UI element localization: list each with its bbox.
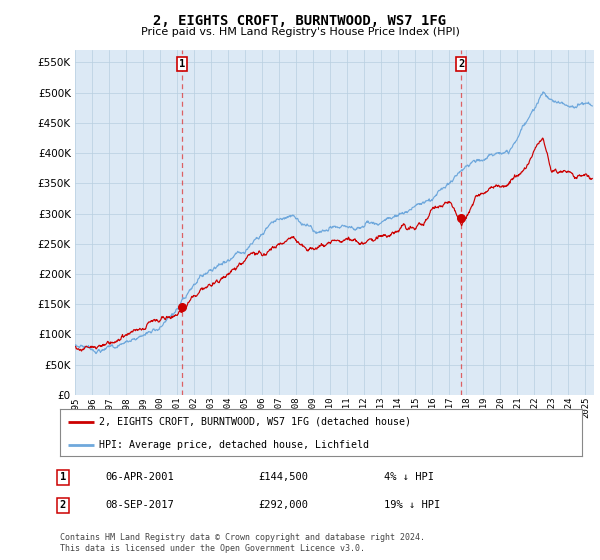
Text: HPI: Average price, detached house, Lichfield: HPI: Average price, detached house, Lich… bbox=[99, 440, 369, 450]
Text: 2, EIGHTS CROFT, BURNTWOOD, WS7 1FG: 2, EIGHTS CROFT, BURNTWOOD, WS7 1FG bbox=[154, 14, 446, 28]
Text: 2: 2 bbox=[60, 500, 66, 510]
Text: 4% ↓ HPI: 4% ↓ HPI bbox=[384, 472, 434, 482]
Text: Price paid vs. HM Land Registry's House Price Index (HPI): Price paid vs. HM Land Registry's House … bbox=[140, 27, 460, 37]
Text: Contains HM Land Registry data © Crown copyright and database right 2024.
This d: Contains HM Land Registry data © Crown c… bbox=[60, 533, 425, 553]
Text: £292,000: £292,000 bbox=[258, 500, 308, 510]
Text: 1: 1 bbox=[60, 472, 66, 482]
Text: £144,500: £144,500 bbox=[258, 472, 308, 482]
Text: 1: 1 bbox=[179, 59, 185, 69]
Text: 2, EIGHTS CROFT, BURNTWOOD, WS7 1FG (detached house): 2, EIGHTS CROFT, BURNTWOOD, WS7 1FG (det… bbox=[99, 417, 411, 427]
Text: 2: 2 bbox=[458, 59, 464, 69]
Text: 08-SEP-2017: 08-SEP-2017 bbox=[105, 500, 174, 510]
Text: 19% ↓ HPI: 19% ↓ HPI bbox=[384, 500, 440, 510]
Text: 06-APR-2001: 06-APR-2001 bbox=[105, 472, 174, 482]
